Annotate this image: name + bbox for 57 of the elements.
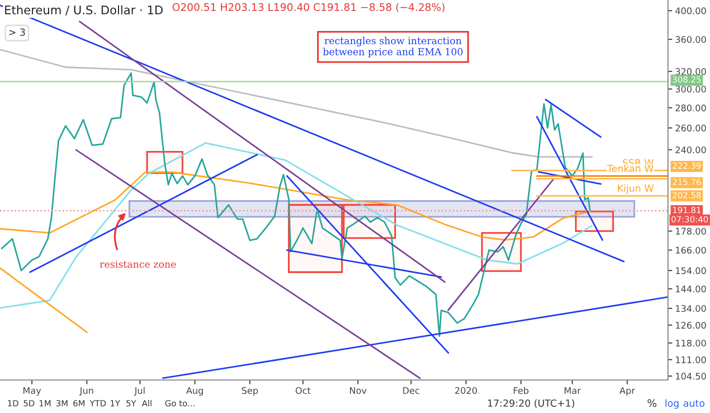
annotation: 308.25 [672, 76, 701, 83]
text: log [666, 399, 679, 409]
y-tick-label: 300.00 [676, 86, 706, 93]
y-tick-label: 126.00 [676, 322, 706, 329]
y-tick-label: 154.00 [676, 267, 706, 274]
x-tick-label: May [23, 387, 41, 396]
y-tick-label: 111.00 [676, 356, 706, 364]
chart-title: Ethereum / U.S. Dollar · 1D [5, 5, 163, 16]
y-tick-label: 104.50 [676, 372, 706, 380]
text: 1D [8, 400, 18, 406]
x-tick-label: Oct [296, 387, 311, 394]
text: Go to... [165, 400, 194, 406]
text: 3M [56, 400, 68, 406]
annotation: 222.39 [672, 162, 701, 169]
y-tick-label: 360.00 [676, 36, 706, 43]
text: 17:29:20 (UTC+1) [488, 399, 574, 408]
annotation: SSB W [622, 159, 654, 167]
x-tick-label: Sep [242, 387, 258, 396]
y-tick-label: 240.00 [676, 146, 706, 154]
y-tick-label: 178.00 [676, 228, 706, 235]
x-tick-label: Nov [350, 387, 366, 394]
x-tick-label: Mar [564, 387, 581, 394]
x-tick-label: Aug [186, 387, 203, 396]
y-tick-label: 166.00 [676, 246, 706, 254]
annotation: > 3 [9, 28, 25, 36]
annotation: 215.76 [672, 178, 701, 186]
x-tick-label: Apr [620, 387, 636, 396]
text: auto [684, 400, 704, 407]
x-tick-label: Feb [514, 386, 528, 394]
annotation: O200.51 H203.13 L190.40 C191.81 −8.58 (−4.28%) [172, 2, 444, 12]
text: 5Y [126, 400, 136, 406]
text: 6M [73, 400, 84, 406]
text: 5D [24, 400, 34, 406]
x-tick-label: 2020 [455, 387, 477, 394]
text: 1M [40, 400, 50, 406]
annotation: resistance zone [100, 260, 176, 268]
annotation: Tenkan W [607, 164, 654, 172]
y-tick-label: 400.00 [675, 7, 706, 14]
text: % [648, 399, 656, 408]
annotation: Kijun W [618, 184, 654, 194]
y-tick-label: 320.00 [676, 68, 706, 75]
annotation: rectangles show interaction between price and EMA 100 [323, 36, 463, 58]
y-tick-label: 280.00 [676, 104, 706, 112]
annotation: 191.81 [673, 206, 701, 214]
y-tick-label: 134.00 [676, 305, 706, 312]
x-tick-label: Jul [134, 386, 145, 396]
text: All [142, 400, 152, 406]
y-tick-label: 144.00 [676, 286, 706, 292]
text: 1Y [110, 400, 120, 406]
annotation: 202.58 [672, 192, 701, 198]
line-series [0, 48, 593, 158]
text: YTD [90, 400, 106, 406]
x-tick-label: Jun [79, 387, 94, 396]
y-tick-label: 260.00 [676, 124, 706, 132]
y-tick-label: 118.00 [676, 340, 706, 347]
x-tick-label: Dec [403, 387, 420, 394]
text: 07:30:40 [672, 216, 708, 222]
